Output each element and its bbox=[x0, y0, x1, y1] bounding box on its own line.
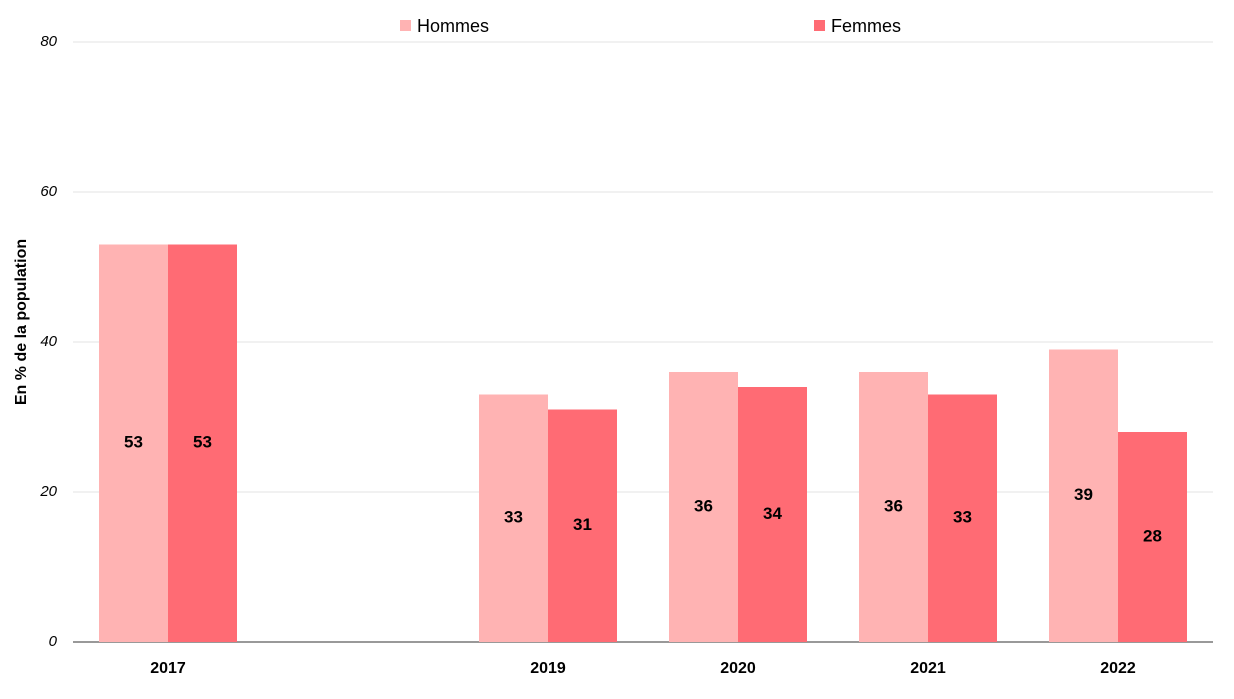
x-tick-label: 2017 bbox=[150, 660, 186, 677]
value-label: 33 bbox=[504, 508, 523, 527]
value-label: 31 bbox=[573, 515, 592, 534]
y-axis-title: En % de la population bbox=[13, 239, 30, 405]
bar bbox=[168, 244, 237, 642]
value-label: 34 bbox=[763, 504, 782, 523]
x-tick-label: 2019 bbox=[530, 660, 566, 677]
y-tick-label: 80 bbox=[40, 33, 57, 50]
bar bbox=[669, 372, 738, 642]
legend-label: Femmes bbox=[831, 16, 901, 36]
bar bbox=[859, 372, 928, 642]
y-tick-label: 20 bbox=[39, 483, 57, 500]
bar bbox=[548, 409, 617, 642]
value-label: 53 bbox=[124, 433, 143, 452]
bar bbox=[479, 394, 548, 642]
value-label: 39 bbox=[1074, 485, 1093, 504]
x-tick-label: 2020 bbox=[720, 660, 756, 677]
y-tick-label: 40 bbox=[40, 333, 57, 350]
value-label: 33 bbox=[953, 508, 972, 527]
y-tick-label: 0 bbox=[49, 633, 58, 650]
value-label: 36 bbox=[694, 496, 713, 515]
x-tick-label: 2021 bbox=[910, 660, 946, 677]
value-label: 28 bbox=[1143, 526, 1162, 545]
bar bbox=[928, 394, 997, 642]
bar bbox=[99, 244, 168, 642]
value-label: 53 bbox=[193, 433, 212, 452]
y-tick-label: 60 bbox=[40, 183, 57, 200]
bar bbox=[1049, 349, 1118, 642]
legend-swatch bbox=[400, 20, 411, 31]
value-label: 36 bbox=[884, 496, 903, 515]
bar bbox=[1118, 432, 1187, 642]
bar bbox=[738, 387, 807, 642]
x-tick-label: 2022 bbox=[1100, 660, 1136, 677]
legend-swatch bbox=[814, 20, 825, 31]
legend-label: Hommes bbox=[417, 16, 489, 36]
